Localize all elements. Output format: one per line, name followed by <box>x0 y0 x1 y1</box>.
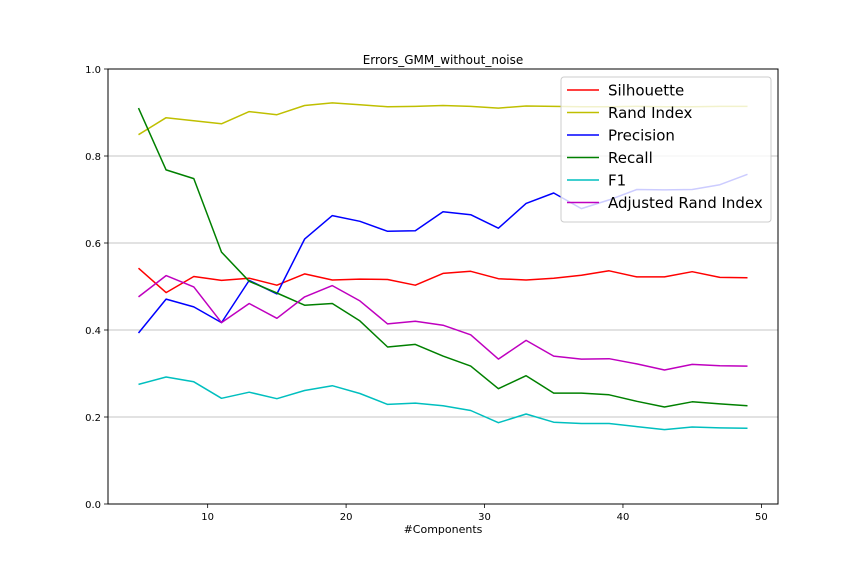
y-tick-label: 0.4 <box>85 326 101 337</box>
legend-label: Precision <box>608 127 675 145</box>
legend: Silhouette Rand Index Precision Recall F1 Adj… <box>560 76 772 223</box>
x-tick-label: 30 <box>478 512 491 523</box>
plot-frame <box>107 68 779 505</box>
y-tick-label: 1.0 <box>85 65 101 76</box>
legend-label: Adjusted Rand Index <box>608 194 763 212</box>
x-tick-label: 40 <box>617 512 630 523</box>
y-tick-label: 0.8 <box>85 152 101 163</box>
legend-box <box>560 76 772 223</box>
axis-layer: 0.0 0.2 0.4 0.6 0.8 1.0 10 20 30 40 50 <box>85 65 768 523</box>
x-tick-label: 10 <box>201 512 214 523</box>
grid-layer <box>108 155 778 418</box>
x-axis-label: #Components <box>404 523 483 536</box>
series-line-silhouette <box>138 267 748 294</box>
y-tick-label: 0.6 <box>85 239 101 250</box>
y-tick-label: 0.0 <box>85 500 101 511</box>
series-line-recall <box>137 107 748 408</box>
series-line-adjusted-rand-index <box>138 274 748 371</box>
x-tick-label: 20 <box>340 512 353 523</box>
chart-title: Errors_GMM_without_noise <box>363 53 524 67</box>
legend-label: F1 <box>608 172 626 190</box>
legend-label: Silhouette <box>608 82 684 100</box>
y-tick-label: 0.2 <box>85 413 101 424</box>
legend-label: Rand Index <box>608 104 692 122</box>
series-line-f1 <box>138 376 748 431</box>
x-tick-label: 50 <box>755 512 768 523</box>
legend-label: Recall <box>608 149 653 167</box>
